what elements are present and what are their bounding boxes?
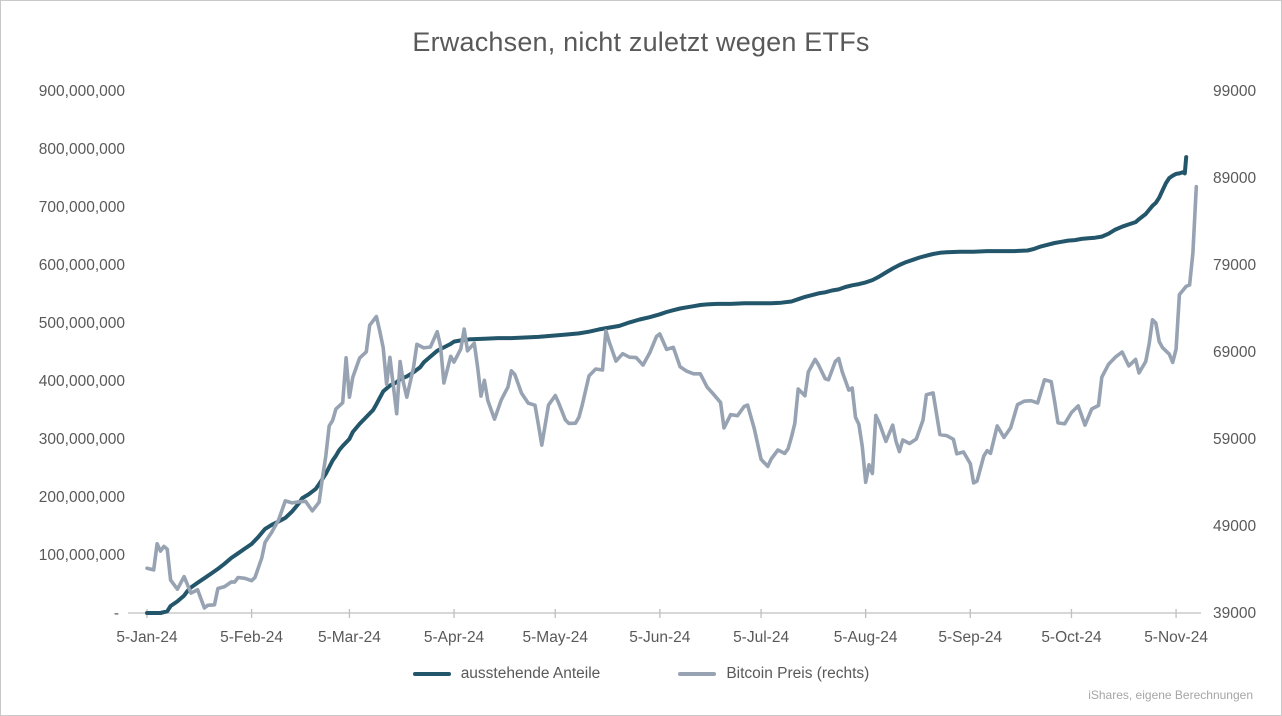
x-axis-label: 5-Sep-24: [938, 629, 1002, 646]
right-axis-label: 59000: [1213, 431, 1256, 448]
legend-label-shares: ausstehende Anteile: [460, 665, 601, 682]
legend-swatch-shares: [412, 671, 451, 677]
right-axis-label: 69000: [1213, 344, 1256, 361]
left-axis-label: 400,000,000: [39, 373, 126, 390]
series-line-shares: [145, 155, 1189, 615]
right-axis-label: 49000: [1213, 518, 1256, 535]
left-axis-label: 200,000,000: [39, 489, 126, 506]
right-axis-label: 89000: [1213, 170, 1256, 187]
legend-item-shares: ausstehende Anteile: [412, 665, 601, 683]
right-axis-label: 99000: [1213, 83, 1256, 100]
right-axis-label: 39000: [1213, 605, 1256, 622]
x-axis-label: 5-Jun-24: [629, 629, 691, 646]
legend-item-bitcoin: Bitcoin Preis (rechts): [678, 665, 869, 683]
left-axis-label: 600,000,000: [39, 257, 126, 274]
legend-label-bitcoin: Bitcoin Preis (rechts): [726, 665, 870, 682]
x-axis-label: 5-Nov-24: [1144, 629, 1208, 646]
x-axis-label: 5-Aug-24: [834, 629, 898, 646]
x-axis-label: 5-Feb-24: [220, 629, 283, 646]
left-axis-label: 500,000,000: [39, 315, 126, 332]
chart-title: Erwachsen, nicht zuletzt wegen ETFs: [412, 27, 870, 57]
left-axis-label: 300,000,000: [39, 431, 126, 448]
left-axis-label: 100,000,000: [39, 547, 126, 564]
x-axis-label: 5-Jan-24: [116, 629, 178, 646]
x-axis-label: 5-Mar-24: [318, 629, 381, 646]
left-axis-label: 700,000,000: [39, 199, 126, 216]
left-axis-label: -: [114, 605, 119, 622]
x-axis-label: 5-Jul-24: [733, 629, 789, 646]
legend: ausstehende Anteile Bitcoin Preis (recht…: [1, 665, 1281, 683]
x-axis-label: 5-May-24: [523, 629, 589, 646]
right-axis-label: 79000: [1213, 257, 1256, 274]
x-axis-label: 5-Oct-24: [1041, 629, 1102, 646]
series-line-bitcoin: [145, 184, 1199, 610]
left-axis-label: 800,000,000: [39, 141, 126, 158]
left-axis-label: 900,000,000: [39, 83, 126, 100]
x-axis-label: 5-Apr-24: [424, 629, 485, 646]
legend-swatch-bitcoin: [678, 671, 717, 677]
source-note: iShares, eigene Berechnungen: [1088, 688, 1253, 702]
